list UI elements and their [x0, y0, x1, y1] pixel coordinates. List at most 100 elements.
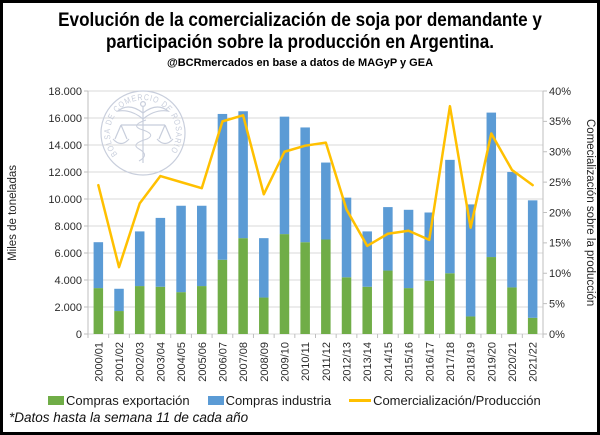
- left-axis-title: Miles de toneladas: [7, 164, 19, 261]
- bar-segment-industria: [238, 111, 248, 239]
- bar-segment-exportacion: [93, 288, 104, 334]
- bar-segment-industria: [155, 217, 166, 287]
- legend-label-compras-exportacion: Compras exportación: [66, 393, 190, 408]
- left-tick-label: 0: [76, 329, 82, 341]
- right-tick-label: 40%: [549, 86, 571, 98]
- bar-segment-industria: [341, 197, 352, 278]
- bar-segment-exportacion: [527, 317, 538, 334]
- bar-segment-industria: [465, 204, 476, 317]
- bar-segment-industria: [134, 231, 145, 287]
- left-tick-label: 4.000: [54, 275, 82, 287]
- right-tick-label: 25%: [549, 177, 571, 189]
- bar-segment-exportacion: [217, 259, 228, 334]
- bar-segment-exportacion: [238, 238, 248, 334]
- x-axis-label: 2002/03: [135, 342, 147, 382]
- bar-segment-industria: [424, 212, 434, 281]
- legend: Compras exportación Compras industria Co…: [48, 393, 597, 408]
- bar-segment-exportacion: [176, 292, 186, 334]
- right-axis-tick-labels: 40% 35% 30% 25% 20% 15% 10% 5% 0%: [549, 86, 571, 341]
- chart-title: Evolución de la comercialización de soja…: [33, 10, 568, 54]
- bar-segment-industria: [93, 242, 104, 289]
- axis-lines-and-ticks: [84, 90, 547, 338]
- right-axis-title: Comecialización sobre la producción: [584, 118, 596, 307]
- bar-segment-exportacion: [300, 242, 310, 334]
- chart-plot-area: BOLSA DE COMERCIO DE ROSARIO 18.000 16.000…: [48, 86, 571, 382]
- legend-item-compras-industria: Compras industria: [207, 393, 332, 408]
- x-axis-label: 2004/05: [176, 342, 188, 382]
- chart-title-line2: participación sobre la producción en Arg…: [106, 32, 494, 53]
- bar-segment-exportacion: [197, 286, 207, 334]
- bar-segment-industria: [383, 207, 393, 271]
- x-axis-label: 2019/20: [486, 342, 498, 382]
- bolsa-rosario-watermark-icon: BOLSA DE COMERCIO DE ROSARIO: [100, 90, 186, 176]
- legend-label-compras-industria: Compras industria: [225, 393, 332, 408]
- bar-segment-industria: [321, 162, 331, 240]
- x-axis-label: 2009/10: [279, 342, 291, 382]
- left-axis-tick-labels: 18.000 16.000 14.000 12.000 10.000 8.000 6.000…: [48, 86, 82, 341]
- x-axis-label: 2013/14: [362, 342, 374, 382]
- bar-segment-industria: [362, 231, 372, 287]
- left-tick-label: 14.000: [48, 140, 82, 152]
- blue-swatch-icon: [207, 396, 224, 405]
- right-tick-label: 15%: [549, 238, 571, 250]
- x-axis-label: 2012/13: [342, 342, 354, 382]
- bar-segment-exportacion: [465, 316, 476, 334]
- legend-item-compras-exportacion: Compras exportación: [48, 393, 190, 408]
- yellow-line-swatch-icon: [349, 399, 372, 402]
- bar-segment-exportacion: [486, 257, 497, 334]
- bar-segment-industria: [403, 209, 414, 289]
- bar-segment-exportacion: [279, 234, 290, 334]
- left-tick-label: 2.000: [54, 302, 82, 314]
- bar-segment-industria: [176, 205, 186, 293]
- left-tick-label: 16.000: [48, 113, 82, 125]
- chart-title-line1: Evolución de la comercialización de soja…: [58, 10, 542, 31]
- legend-item-comercializacion-produccion: Comercialización/Producción: [349, 393, 541, 408]
- bar-segment-industria: [197, 205, 207, 287]
- bar-segment-exportacion: [341, 277, 352, 334]
- bar-segment-industria: [527, 200, 538, 318]
- bar-segment-exportacion: [134, 286, 145, 334]
- x-axis-label: 2011/12: [321, 342, 333, 381]
- bar-segment-exportacion: [383, 270, 393, 334]
- bars-compras-industria: [93, 111, 538, 318]
- left-tick-label: 12.000: [48, 167, 82, 179]
- bar-segment-industria: [279, 116, 290, 235]
- bar-segment-industria: [486, 112, 497, 258]
- bar-segment-exportacion: [424, 280, 434, 334]
- green-swatch-icon: [48, 396, 64, 405]
- x-axis-label: 2008/09: [259, 342, 271, 382]
- comercializacion-produccion-line: [97, 104, 534, 269]
- x-axis-label: 2005/06: [197, 342, 209, 382]
- right-tick-label: 10%: [549, 268, 571, 280]
- bar-segment-exportacion: [507, 287, 517, 334]
- bar-segment-exportacion: [403, 288, 414, 334]
- x-axis-label: 2017/18: [445, 342, 457, 382]
- right-tick-label: 35%: [549, 116, 571, 128]
- x-axis-label: 2007/08: [238, 342, 250, 382]
- x-axis-label: 2000/01: [93, 342, 105, 382]
- right-tick-label: 5%: [549, 298, 565, 310]
- x-axis-label: 2003/04: [155, 342, 167, 382]
- x-axis-label: 2001/02: [114, 342, 126, 382]
- x-axis-label: 2010/11: [300, 342, 312, 381]
- chart-subtitle: @BCRmercados en base a datos de MAGyP y …: [166, 57, 434, 69]
- x-axis-label: 2016/17: [424, 342, 436, 382]
- bar-segment-exportacion: [155, 286, 166, 334]
- x-axis-label: 2006/07: [217, 342, 229, 382]
- right-tick-label: 20%: [549, 207, 571, 219]
- x-axis-label: 2015/16: [404, 342, 416, 382]
- bars-compras-exportacion: [93, 234, 538, 334]
- x-axis-label: 2021/22: [528, 342, 540, 382]
- bar-segment-exportacion: [114, 311, 124, 334]
- bar-segment-exportacion: [259, 297, 269, 334]
- x-axis-label: 2014/15: [383, 342, 395, 382]
- bar-segment-industria: [445, 159, 455, 274]
- bar-segment-exportacion: [362, 286, 372, 334]
- x-axis-label: 2020/21: [507, 342, 519, 382]
- left-tick-label: 10.000: [48, 194, 82, 206]
- x-axis-label: 2018/19: [466, 342, 478, 382]
- bar-segment-industria: [300, 127, 310, 243]
- left-tick-label: 18.000: [48, 86, 82, 98]
- bar-segment-industria: [217, 113, 228, 260]
